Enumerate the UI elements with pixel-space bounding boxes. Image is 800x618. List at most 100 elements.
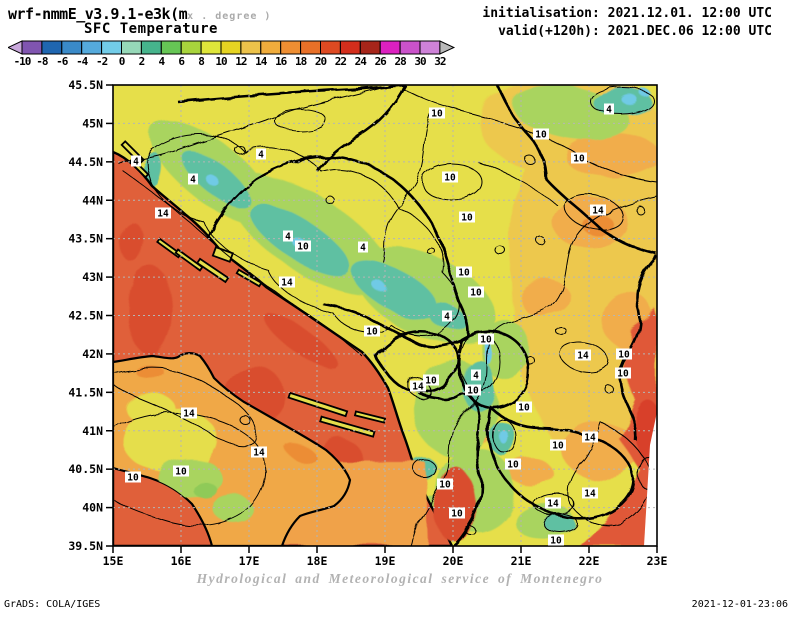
contour-value-label: 10 xyxy=(480,335,492,346)
colorbar-tick-label: 32 xyxy=(434,55,446,68)
contour-value-label: 10 xyxy=(617,369,629,380)
contour-value-label: 10 xyxy=(467,386,479,397)
contour-value-label: 14 xyxy=(157,209,169,220)
contour-value-label: 4 xyxy=(444,312,450,323)
contour-value-label: 10 xyxy=(127,473,139,484)
contour-value-label: 10 xyxy=(535,130,547,141)
colorbar-tick-label: 16 xyxy=(275,55,287,68)
x-axis-label: 17E xyxy=(239,554,260,568)
x-axis-label: 18E xyxy=(307,554,328,568)
y-axis-label: 44N xyxy=(82,193,103,207)
grads-credit: GrADS: COLA/IGES xyxy=(4,599,101,610)
contour-value-label: 10 xyxy=(297,242,309,253)
contour-value-label: 10 xyxy=(458,268,470,279)
contour-value-label: 10 xyxy=(366,327,378,338)
contour-value-label: 10 xyxy=(470,288,482,299)
colorbar-labels: -10 -8 -6 -4 -2 0 2 4 6 8 10 12 14 16 18 20 22 24 26 28 30 32 xyxy=(0,55,470,69)
contour-value-label: 10 xyxy=(518,403,530,414)
colorbar-tick-label: 18 xyxy=(294,55,307,68)
colorbar-tick-label: 12 xyxy=(235,55,247,68)
contour-value-label: 14 xyxy=(584,433,596,444)
model-title-text: wrf-nmmE_v3.9.1-e3k(m xyxy=(8,5,188,23)
colorbar-tick-label: 0 xyxy=(118,55,126,68)
service-credit: Hydrological and Meteorological service … xyxy=(196,571,604,586)
contour-value-label: 10 xyxy=(552,441,564,452)
y-axis-label: 40N xyxy=(82,501,103,515)
initialisation-label: initialisation: 2021.12.01. 12:00 UTC xyxy=(482,6,772,21)
colorbar-right-arrow xyxy=(439,40,456,55)
colorbar-tick-label: 28 xyxy=(394,55,406,68)
y-axis-label: 44.5N xyxy=(68,155,103,169)
contour-value-label: 14 xyxy=(584,489,596,500)
gridlines xyxy=(113,85,657,546)
colorbar-tick-label: 10 xyxy=(215,55,227,68)
contour-value-label: 4 xyxy=(190,175,196,186)
colorbar-tick-label: 20 xyxy=(314,55,327,68)
contour-value-label: 4 xyxy=(258,150,264,161)
valid-label: valid(+120h): 2021.DEC.06 12:00 UTC xyxy=(498,24,772,39)
colorbar-tick-label: 14 xyxy=(255,55,267,68)
variable-title: SFC Temperature xyxy=(84,21,218,37)
model-units-text: x . degree ) xyxy=(187,11,272,22)
contour-value-label: 4 xyxy=(285,232,291,243)
y-axis-label: 42.5N xyxy=(68,309,103,323)
colorbar-tick-label: 22 xyxy=(334,55,347,68)
y-axis-label: 41N xyxy=(82,424,103,438)
colorbar-tick-label: -10 xyxy=(13,55,32,68)
contour-labels: 4444444410101010101010101010101010101010… xyxy=(125,103,632,547)
contour-value-label: 14 xyxy=(547,499,559,510)
y-axis-ticks: 45.5N 45N 44.5N 44N 43.5N 43N 42.5N 42N 41.5N 41N… xyxy=(68,78,113,553)
contour-value-label: 10 xyxy=(618,350,630,361)
model-title: wrf-nmmE_v3.9.1-e3k(mx . degree ) xyxy=(8,5,271,23)
contour-value-label: 14 xyxy=(592,206,604,217)
contour-value-label: 10 xyxy=(550,536,562,547)
x-axis-label: 16E xyxy=(171,554,192,568)
colorbar-tick-label: 6 xyxy=(178,55,185,68)
run-info: initialisation: 2021.12.01. 12:00 UTC va… xyxy=(482,5,772,41)
colorbar-tick-label: -8 xyxy=(36,55,48,68)
contour-value-label: 10 xyxy=(431,109,443,120)
y-axis-label: 43.5N xyxy=(68,232,103,246)
contour-value-label: 4 xyxy=(360,243,366,254)
contour-value-label: 10 xyxy=(573,154,585,165)
contour-value-label: 14 xyxy=(253,448,265,459)
contour-value-label: 4 xyxy=(606,105,612,116)
contour-value-label: 10 xyxy=(175,467,187,478)
contour-value-label: 4 xyxy=(473,371,479,382)
colorbar-tick-label: 30 xyxy=(414,55,426,68)
colorbar-tick-label: -6 xyxy=(56,55,68,68)
x-axis-label: 23E xyxy=(647,554,668,568)
x-axis-label: 15E xyxy=(103,554,124,568)
contour-value-label: 10 xyxy=(451,509,463,520)
contour-value-label: 14 xyxy=(281,278,293,289)
colorbar-tick-label: 8 xyxy=(198,55,205,68)
country-borders xyxy=(177,85,657,546)
x-axis-label: 22E xyxy=(579,554,600,568)
y-axis-label: 41.5N xyxy=(68,385,103,399)
map-content xyxy=(113,85,657,546)
contour-value-label: 14 xyxy=(577,351,589,362)
contour-value-label: 10 xyxy=(439,480,451,491)
x-axis-label: 19E xyxy=(375,554,396,568)
y-axis-label: 40.5N xyxy=(68,462,103,476)
y-axis-label: 43N xyxy=(82,270,103,284)
colorbar-tick-label: 2 xyxy=(138,55,146,68)
model-domain-edge xyxy=(644,412,657,546)
colorbar-tick-label: 24 xyxy=(354,55,367,68)
contour-value-label: 10 xyxy=(425,376,437,387)
generation-timestamp: 2021-12-01-23:06 xyxy=(691,599,788,610)
x-axis-label: 21E xyxy=(511,554,532,568)
colorbar-tick-label: 4 xyxy=(158,55,165,68)
colorbar-tick-label: -2 xyxy=(95,55,108,68)
contour-value-label: 14 xyxy=(183,409,195,420)
colorbar xyxy=(8,40,456,55)
contour-value-label: 10 xyxy=(507,460,519,471)
colorbar-tick-label: 26 xyxy=(374,55,387,68)
x-axis-ticks: 15E 16E 17E 18E 19E 20E 21E 22E 23E xyxy=(103,546,668,568)
contour-value-label: 4 xyxy=(133,157,139,168)
contour-value-label: 10 xyxy=(444,173,456,184)
colorbar-tick-label: -4 xyxy=(76,55,88,68)
y-axis-label: 45.5N xyxy=(68,78,103,92)
